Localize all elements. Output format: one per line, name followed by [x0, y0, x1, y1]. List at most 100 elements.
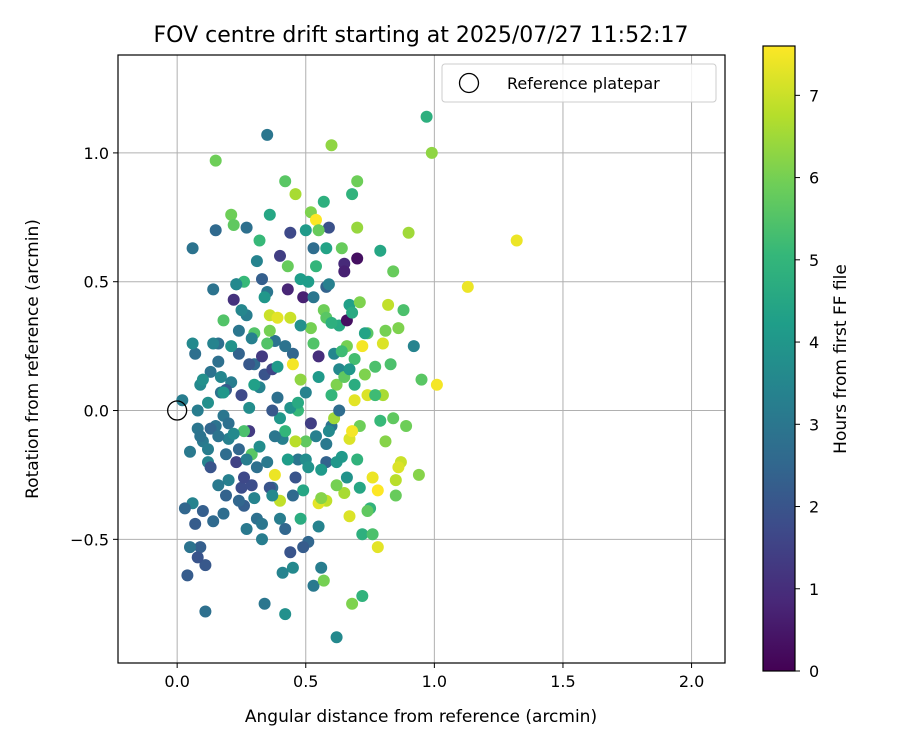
- data-point: [196, 505, 209, 517]
- data-point: [294, 319, 307, 332]
- data-point: [299, 386, 312, 399]
- data-point: [315, 561, 328, 574]
- data-point: [204, 365, 217, 378]
- data-point: [348, 378, 361, 391]
- data-point: [279, 425, 292, 438]
- data-point: [286, 347, 299, 360]
- data-point: [212, 430, 225, 443]
- data-point: [284, 546, 297, 559]
- data-point: [263, 324, 276, 337]
- x-tick-label: 0.5: [293, 672, 318, 691]
- colorbar-tick-label: 7: [809, 86, 819, 105]
- data-point: [384, 358, 397, 371]
- data-point: [397, 304, 410, 317]
- data-point: [261, 128, 274, 141]
- data-point: [274, 412, 286, 425]
- data-point: [238, 471, 250, 484]
- data-point: [387, 412, 400, 425]
- data-point: [312, 224, 325, 237]
- colorbar-tick-label: 5: [809, 251, 819, 270]
- data-point: [425, 146, 438, 159]
- colorbar-tick-label: 2: [809, 498, 819, 517]
- data-point: [253, 440, 266, 453]
- data-point: [232, 443, 245, 456]
- data-point: [292, 396, 304, 409]
- data-point: [294, 512, 307, 525]
- data-point: [312, 371, 325, 383]
- reference-marker-layer: [167, 400, 188, 421]
- data-point: [320, 242, 333, 255]
- data-point: [235, 389, 248, 402]
- data-point: [191, 404, 204, 417]
- data-point: [202, 396, 214, 409]
- data-point: [209, 224, 222, 237]
- y-tick-label: 0.0: [84, 402, 109, 421]
- y-axis-label: Rotation from reference (arcmin): [23, 219, 43, 499]
- data-point: [227, 427, 240, 440]
- data-point: [189, 347, 202, 360]
- data-point: [176, 394, 189, 407]
- data-point: [289, 435, 302, 448]
- data-point: [415, 373, 428, 386]
- data-point: [351, 252, 364, 265]
- data-point: [369, 360, 382, 373]
- data-point: [320, 438, 333, 450]
- data-point: [279, 340, 292, 353]
- data-point: [286, 358, 299, 371]
- data-point: [330, 378, 343, 391]
- data-point: [220, 489, 232, 502]
- legend: Reference platepar: [441, 63, 717, 103]
- data-point: [387, 265, 400, 278]
- data-point: [392, 461, 405, 474]
- data-point: [281, 260, 294, 273]
- data-point: [256, 273, 268, 286]
- data-point: [297, 484, 310, 497]
- data-point: [189, 517, 202, 530]
- data-point: [222, 474, 235, 487]
- data-point: [335, 345, 348, 358]
- data-point: [204, 422, 217, 435]
- data-point: [343, 363, 356, 376]
- data-point: [310, 260, 322, 273]
- data-point: [230, 456, 243, 469]
- colorbar-gradient: [762, 45, 796, 672]
- data-points: [176, 110, 523, 644]
- data-point: [214, 371, 227, 383]
- data-point: [245, 479, 258, 492]
- data-point: [209, 154, 222, 167]
- data-point: [227, 293, 240, 306]
- data-point: [266, 489, 279, 502]
- data-point: [220, 448, 232, 461]
- data-point: [184, 541, 196, 554]
- chart-title: FOV centre drift starting at 2025/07/27 …: [154, 23, 689, 48]
- data-point: [315, 463, 328, 476]
- y-tick-label: 0.5: [84, 273, 109, 292]
- data-point: [325, 389, 338, 402]
- data-point: [402, 226, 415, 239]
- data-point: [245, 332, 258, 345]
- data-point: [369, 389, 382, 402]
- data-point: [307, 242, 320, 255]
- data-point: [379, 324, 392, 337]
- data-point: [235, 304, 248, 317]
- x-tick-label: 1.0: [422, 672, 447, 691]
- data-point: [232, 324, 245, 337]
- data-point: [194, 541, 207, 554]
- data-point: [374, 244, 387, 257]
- data-point: [286, 561, 299, 574]
- data-point: [258, 597, 271, 610]
- data-point: [271, 391, 284, 404]
- data-point: [212, 355, 225, 368]
- data-point: [274, 249, 286, 262]
- data-point: [353, 296, 366, 309]
- data-point: [235, 481, 248, 494]
- data-point: [366, 471, 379, 484]
- data-point: [289, 471, 302, 484]
- x-axis-label: Angular distance from reference (arcmin): [245, 707, 597, 727]
- data-point: [250, 255, 263, 268]
- data-point: [289, 188, 302, 201]
- data-point: [346, 188, 359, 201]
- data-point: [202, 443, 214, 456]
- data-point: [346, 425, 359, 438]
